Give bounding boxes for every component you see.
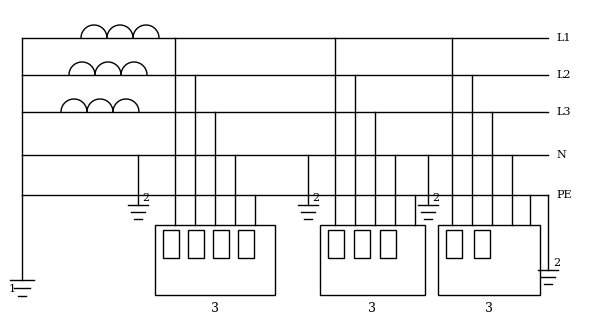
Bar — [238, 230, 254, 258]
Text: 2: 2 — [142, 193, 149, 203]
Text: PE: PE — [556, 190, 572, 200]
Bar — [438, 225, 540, 295]
Bar — [163, 230, 179, 258]
Bar — [354, 230, 370, 258]
Bar — [474, 230, 490, 258]
Text: 3: 3 — [485, 301, 493, 315]
Text: 3: 3 — [211, 301, 219, 315]
Bar — [380, 230, 396, 258]
Bar — [328, 230, 344, 258]
Bar — [446, 230, 462, 258]
Text: L3: L3 — [556, 107, 570, 117]
Bar — [155, 225, 275, 295]
Text: 2: 2 — [553, 258, 560, 268]
Bar — [320, 225, 425, 295]
Text: 1: 1 — [9, 284, 16, 294]
Text: 3: 3 — [368, 301, 376, 315]
Text: 2: 2 — [432, 193, 439, 203]
Text: L1: L1 — [556, 33, 570, 43]
Text: N: N — [556, 150, 566, 160]
Text: L2: L2 — [556, 70, 570, 80]
Bar — [213, 230, 229, 258]
Text: 2: 2 — [312, 193, 319, 203]
Bar — [188, 230, 204, 258]
